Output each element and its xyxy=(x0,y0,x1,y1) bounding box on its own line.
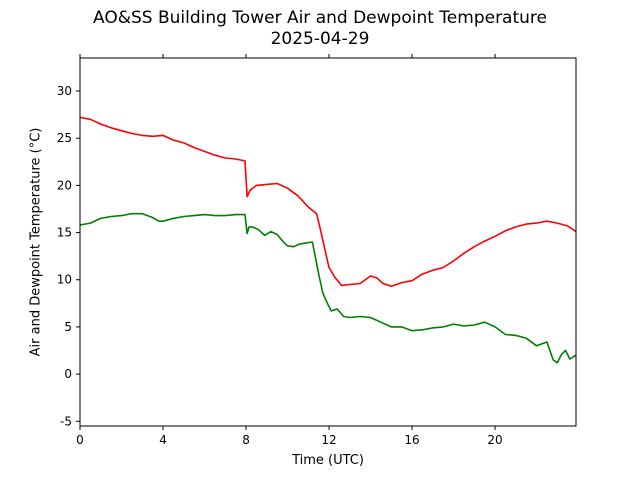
series-line-1 xyxy=(79,116,577,288)
y-tick-label: -5 xyxy=(60,414,72,428)
x-axis-label: Time (UTC) xyxy=(292,453,364,468)
y-tick-label: 0 xyxy=(64,367,72,381)
chart-title: AO&SS Building Tower Air and Dewpoint Te… xyxy=(92,8,547,28)
x-tick-label: 4 xyxy=(159,433,167,447)
x-tick-label: 8 xyxy=(242,433,250,447)
chart-subtitle: 2025-04-29 xyxy=(270,29,370,49)
y-tick-label: 20 xyxy=(57,178,72,192)
y-tick-label: 25 xyxy=(57,131,72,145)
y-tick-label: 10 xyxy=(57,273,72,287)
x-tick-label: 16 xyxy=(404,433,419,447)
y-tick-label: 15 xyxy=(57,226,72,240)
x-axis: 0 4 8 12 16 20 xyxy=(76,54,503,447)
series-layer xyxy=(79,116,577,364)
x-tick-label: 0 xyxy=(76,433,84,447)
y-axis: -5 0 5 10 15 20 25 30 xyxy=(57,84,80,428)
series-line-2 xyxy=(79,212,577,364)
x-tick-label: 20 xyxy=(487,433,502,447)
y-tick-label: 30 xyxy=(57,84,72,98)
plot-frame xyxy=(79,57,577,427)
y-tick-label: 5 xyxy=(64,320,72,334)
x-tick-label: 12 xyxy=(321,433,336,447)
y-axis-label: Air and Dewpoint Temperature (°C) xyxy=(28,127,44,357)
